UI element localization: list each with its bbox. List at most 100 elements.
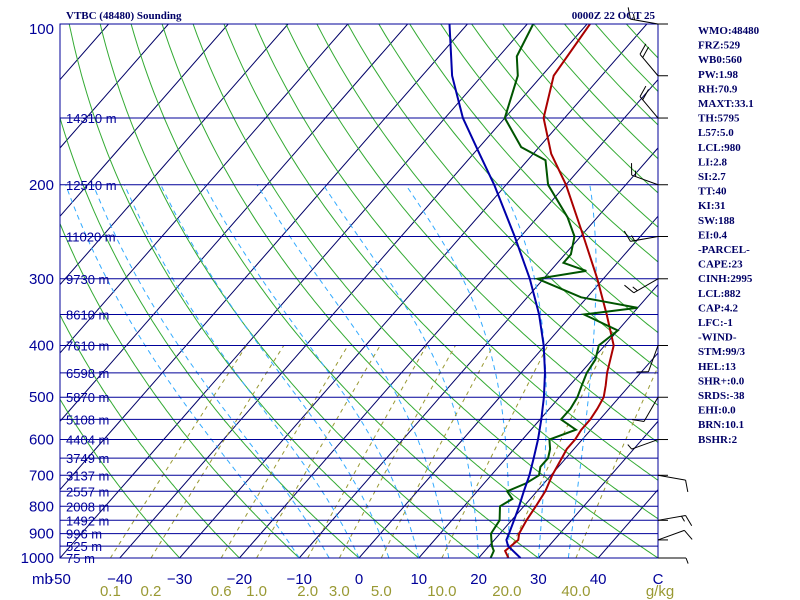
height-label: 8610 m bbox=[66, 308, 109, 323]
wind-barb-shaft bbox=[633, 278, 659, 294]
wind-barb-flag bbox=[623, 230, 631, 242]
mixing-ratio-label: 0.2 bbox=[141, 583, 162, 600]
wind-barb bbox=[632, 396, 668, 422]
isotherm-line bbox=[179, 24, 648, 558]
temperature-tick-label: 10 bbox=[410, 571, 427, 588]
index-item: LCL:980 bbox=[698, 142, 741, 154]
mixing-ratio-label: 10.0 bbox=[427, 583, 456, 600]
chart-traces bbox=[448, 24, 638, 558]
index-item: CINH:2995 bbox=[698, 273, 753, 285]
pressure-label: 700 bbox=[29, 467, 54, 484]
index-item: SI:2.7 bbox=[698, 171, 726, 183]
isotherm-line bbox=[60, 24, 229, 218]
mixing-ratio-label: 0.6 bbox=[211, 583, 232, 600]
height-label: 2008 m bbox=[66, 499, 109, 514]
wind-barb bbox=[657, 529, 693, 541]
index-item: FRZ:529 bbox=[698, 40, 741, 52]
wind-barb-shaft bbox=[639, 53, 659, 77]
pressure-label: 600 bbox=[29, 432, 54, 449]
indices-panel: WMO:48480 FRZ:529 WB0:560 PW:1.98 RH:70.9 MAX… bbox=[698, 25, 760, 446]
wind-barb bbox=[627, 7, 668, 25]
temperature-tick-label: -50 bbox=[49, 571, 71, 588]
index-item: LI:2.8 bbox=[698, 156, 728, 168]
wind-barb bbox=[639, 43, 668, 77]
pressure-unit-label: mb bbox=[32, 571, 53, 588]
height-label: 7610 m bbox=[66, 339, 109, 354]
height-label: 9730 m bbox=[66, 272, 109, 287]
wind-barb-shaft bbox=[631, 439, 659, 450]
wind-barb-flag bbox=[632, 419, 645, 422]
parcel-trace bbox=[448, 24, 547, 558]
index-item: SRDS:-38 bbox=[698, 390, 745, 402]
index-item: HEL:13 bbox=[698, 361, 736, 373]
pressure-label: 300 bbox=[29, 271, 54, 288]
pressure-label: 500 bbox=[29, 389, 54, 406]
height-label: 3137 m bbox=[66, 468, 109, 483]
index-item: WB0:560 bbox=[698, 54, 743, 66]
index-item: MAXT:33.1 bbox=[698, 98, 754, 110]
mixing-ratio-label: 40.0 bbox=[561, 583, 590, 600]
isotherm-line bbox=[239, 78, 658, 558]
index-item: CAPE:23 bbox=[698, 259, 743, 271]
index-item: BSHR:2 bbox=[698, 434, 738, 446]
index-item: -WIND- bbox=[698, 332, 737, 344]
index-item: EHI:0.0 bbox=[698, 405, 736, 417]
wind-barb bbox=[639, 85, 668, 119]
wind-barb-flag bbox=[642, 46, 649, 58]
wind-barb-flag bbox=[639, 43, 647, 55]
wind-barb bbox=[624, 278, 668, 294]
index-item: RH:70.9 bbox=[698, 83, 738, 95]
isotherm-line bbox=[60, 24, 169, 149]
mixing-ratio-label: 0.1 bbox=[100, 583, 121, 600]
index-item: L57:5.0 bbox=[698, 127, 734, 139]
wind-barb bbox=[623, 230, 668, 242]
index-item: LFC:-1 bbox=[698, 317, 733, 329]
pressure-label: 1000 bbox=[21, 550, 54, 567]
index-item: SHR+:0.0 bbox=[698, 375, 745, 387]
isotherm-line bbox=[358, 215, 658, 558]
temperature-tick-label: −40 bbox=[107, 571, 132, 588]
height-label: 6598 m bbox=[66, 366, 109, 381]
temperature-tick-label: −10 bbox=[286, 571, 311, 588]
wind-barb-shaft bbox=[643, 396, 659, 422]
moist-adiabat-line bbox=[160, 184, 390, 558]
wind-barb bbox=[658, 557, 689, 564]
index-item: EI:0.4 bbox=[698, 229, 728, 241]
wind-barb-shaft bbox=[657, 529, 685, 541]
index-item: TH:5795 bbox=[698, 113, 740, 125]
isotherm-line bbox=[418, 283, 658, 558]
isotherm-line bbox=[60, 24, 409, 423]
wind-barb-flag bbox=[627, 444, 633, 450]
pressure-label: 900 bbox=[29, 526, 54, 543]
height-label: 14310 m bbox=[66, 111, 117, 126]
wind-barb-flag bbox=[639, 85, 647, 97]
index-item: WMO:48480 bbox=[698, 25, 760, 37]
wind-barb bbox=[657, 474, 689, 493]
height-label: 996 m bbox=[66, 527, 102, 542]
temperature-tick-label: 30 bbox=[530, 571, 547, 588]
wind-barbs bbox=[623, 7, 693, 564]
height-label: 5108 m bbox=[66, 412, 109, 427]
height-label: 1492 m bbox=[66, 513, 109, 528]
index-item: LCL:882 bbox=[698, 288, 741, 300]
dewpoint-trace bbox=[489, 24, 638, 558]
temperature-tick-label: −30 bbox=[167, 571, 192, 588]
mixing-ratio-label: 1.0 bbox=[246, 583, 267, 600]
pressure-label: 200 bbox=[29, 177, 54, 194]
temperature-tick-label: 40 bbox=[590, 571, 607, 588]
mixing-ratio-label: 2.0 bbox=[297, 583, 318, 600]
mixing-ratio-label: 5.0 bbox=[371, 583, 392, 600]
wind-barb-shaft bbox=[630, 236, 659, 242]
isotherm-line bbox=[538, 420, 658, 558]
wind-barb-shaft bbox=[639, 96, 659, 119]
mixing-ratio-unit-label: g/kg bbox=[646, 583, 674, 600]
index-item: KI:31 bbox=[698, 200, 726, 212]
station-title: VTBC (48480) Sounding bbox=[66, 10, 182, 22]
temperature-tick-label: 20 bbox=[470, 571, 487, 588]
wind-barb-flag bbox=[631, 235, 635, 241]
temperature-trace bbox=[503, 24, 615, 558]
wind-barb bbox=[636, 345, 668, 373]
height-label: 5870 m bbox=[66, 390, 109, 405]
height-label: 525 m bbox=[66, 539, 102, 554]
